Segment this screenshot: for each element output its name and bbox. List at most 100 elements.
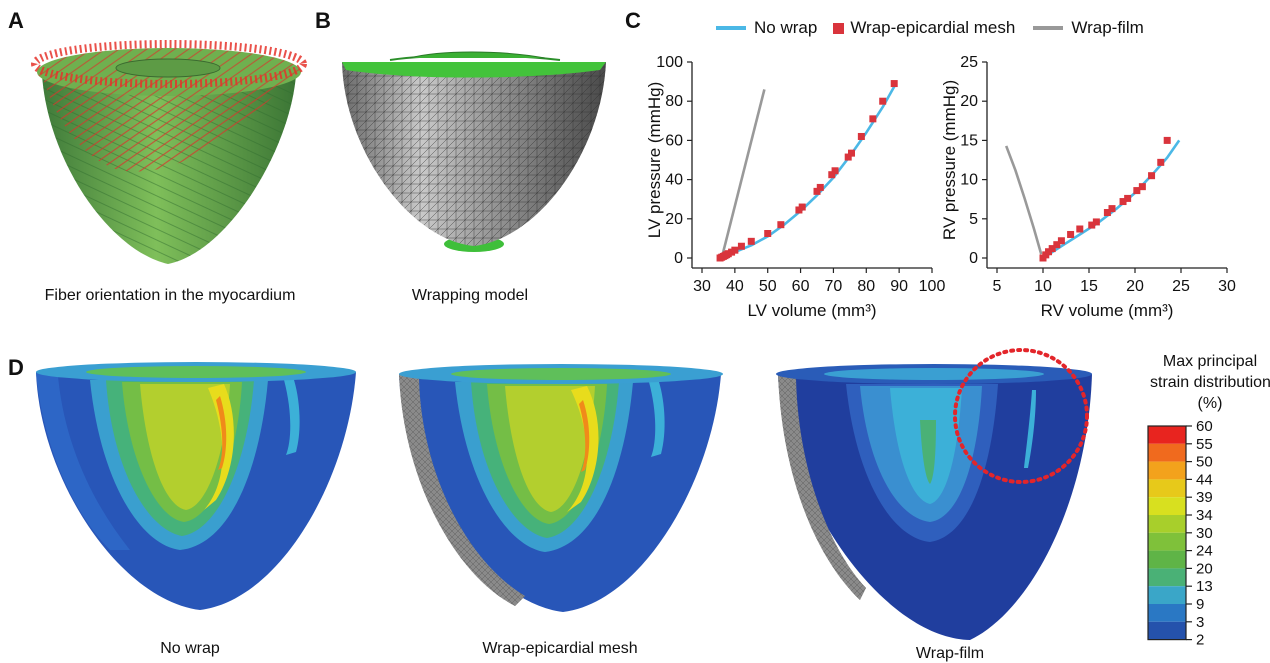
colorbar-label: 30 xyxy=(1196,525,1213,542)
strain-map-wrap-epicardial-mesh xyxy=(399,364,723,612)
colorbar-label: 2 xyxy=(1196,632,1204,649)
data-point-marker xyxy=(1048,245,1056,253)
data-point-marker xyxy=(828,171,836,179)
colorbar-label: 44 xyxy=(1196,471,1213,488)
y-axis-label: LV pressure (mmHg) xyxy=(645,82,664,239)
colorbar-segment xyxy=(1148,532,1186,551)
wrap-film-series-line xyxy=(1004,145,1043,255)
y-tick-label: 25 xyxy=(960,54,978,71)
data-point-marker xyxy=(1148,172,1156,180)
legend-item-wrap-epicardial-mesh: Wrap-epicardial mesh xyxy=(833,18,1015,38)
wrapping-model-heart xyxy=(342,51,606,252)
strain-map-no-wrap xyxy=(36,362,356,610)
colorbar-label: 13 xyxy=(1196,578,1213,595)
colorbar-segment xyxy=(1148,586,1186,604)
data-point-marker xyxy=(813,187,821,195)
colorbar-segment xyxy=(1148,497,1186,515)
colorbar-segment xyxy=(1148,568,1186,587)
data-point-marker xyxy=(1103,209,1111,217)
x-axis-label: RV volume (mm³) xyxy=(1041,301,1174,320)
colorbar-label: 34 xyxy=(1196,507,1213,524)
x-tick-label: 60 xyxy=(792,278,810,295)
y-tick-label: 20 xyxy=(665,211,683,228)
x-tick-label: 20 xyxy=(1126,278,1144,295)
data-point-marker xyxy=(1119,198,1127,206)
lv-pressure-volume-chart: 30 40 50 60 70 80 90 100 0 20 40 60 80 100 LV volume (… xyxy=(645,54,946,320)
legend-label: Wrap-film xyxy=(1071,18,1144,37)
no-wrap-series-line xyxy=(721,82,898,260)
data-point-marker xyxy=(1133,187,1141,195)
x-tick-label: 10 xyxy=(1034,278,1052,295)
legend-label: Wrap-epicardial mesh xyxy=(850,18,1016,37)
legend-label: No wrap xyxy=(754,18,818,37)
data-point-marker xyxy=(777,221,785,229)
x-tick-label: 90 xyxy=(890,278,908,295)
colorbar-title: Max principal strain distribution (%) xyxy=(1150,351,1270,414)
panel-label-c: C xyxy=(625,8,641,33)
data-point-marker xyxy=(1057,237,1065,245)
legend-line-icon xyxy=(716,26,746,30)
chart-legend: No wrap Wrap-epicardial mesh Wrap-film xyxy=(716,14,1144,42)
data-point-marker xyxy=(1067,230,1075,238)
data-point-marker xyxy=(1088,221,1096,229)
data-point-marker xyxy=(764,230,772,237)
panel-a-caption: Fiber orientation in the myocardium xyxy=(44,287,296,304)
y-tick-label: 0 xyxy=(969,250,978,267)
x-tick-label: 5 xyxy=(993,278,1002,295)
x-tick-label: 30 xyxy=(1218,278,1236,295)
data-point-marker xyxy=(844,153,852,161)
y-tick-label: 100 xyxy=(656,54,683,71)
colorbar-label: 60 xyxy=(1196,418,1213,435)
panel-label-b: B xyxy=(315,8,331,33)
data-point-marker xyxy=(1053,241,1061,249)
data-point-marker xyxy=(879,97,887,105)
panel-label-d: D xyxy=(8,355,24,380)
y-tick-label: 10 xyxy=(960,172,978,189)
colorbar-title-line: strain distribution xyxy=(1150,374,1270,391)
y-axis-label: RV pressure (mmHg) xyxy=(940,80,959,240)
fiber-orientation-heart xyxy=(31,40,307,264)
y-tick-label: 40 xyxy=(665,172,683,189)
strain-map-wrap-film xyxy=(776,364,1092,640)
data-point-marker xyxy=(848,149,855,157)
y-tick-label: 80 xyxy=(665,93,683,110)
x-tick-label: 100 xyxy=(919,278,946,295)
y-tick-label: 60 xyxy=(665,132,683,149)
data-point-marker xyxy=(857,132,865,140)
data-point-marker xyxy=(731,246,739,254)
y-tick-label: 5 xyxy=(969,211,978,228)
highlight-circle-annotation xyxy=(953,348,1089,484)
data-point-marker xyxy=(1108,205,1116,213)
colorbar-label: 50 xyxy=(1196,454,1213,471)
legend-square-icon xyxy=(833,22,845,34)
panel-b-caption: Wrapping model xyxy=(411,287,529,304)
y-tick-label: 15 xyxy=(960,132,978,149)
panel-d-caption-wrap-film: Wrap-film xyxy=(915,645,985,662)
data-point-marker xyxy=(869,115,877,123)
data-point-marker xyxy=(737,242,745,250)
data-point-marker xyxy=(831,167,839,175)
data-point-marker xyxy=(1045,248,1053,256)
panel-d-caption-no-wrap: No wrap xyxy=(160,640,220,657)
data-point-marker xyxy=(747,237,755,245)
data-point-marker xyxy=(1076,225,1084,233)
data-point-marker xyxy=(1124,194,1132,202)
x-tick-label: 80 xyxy=(857,278,875,295)
colorbar-title-line: (%) xyxy=(1197,395,1223,412)
x-tick-label: 25 xyxy=(1172,278,1190,295)
colorbar-segment xyxy=(1148,443,1186,462)
colorbar-segment xyxy=(1148,604,1186,622)
y-tick-label: 0 xyxy=(674,250,683,267)
legend-item-no-wrap: No wrap xyxy=(716,18,817,38)
data-point-marker xyxy=(1092,218,1100,226)
colorbar-segment xyxy=(1148,426,1186,444)
colorbar-label: 9 xyxy=(1196,596,1204,613)
colorbar-segment xyxy=(1148,550,1186,569)
colorbar-segment xyxy=(1148,621,1186,640)
colorbar-label: 24 xyxy=(1196,543,1213,560)
y-tick-label: 20 xyxy=(960,93,978,110)
panel-d-caption-wrap-epicardial-mesh: Wrap-epicardial mesh xyxy=(482,640,638,657)
x-tick-label: 15 xyxy=(1080,278,1098,295)
